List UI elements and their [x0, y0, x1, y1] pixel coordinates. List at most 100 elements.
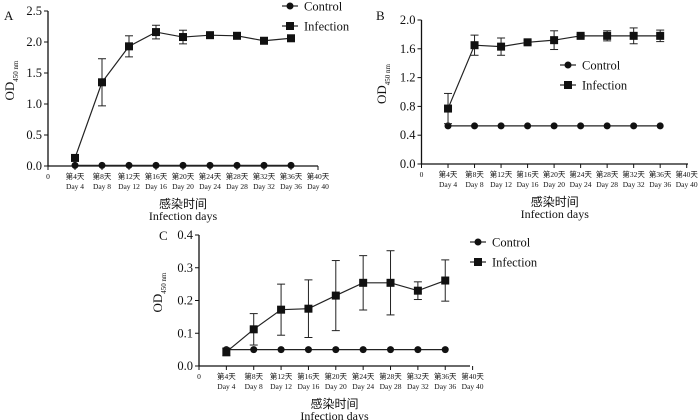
- x-tick-label: Day 24: [352, 382, 374, 391]
- y-axis-label-main: OD: [2, 82, 17, 101]
- x-tick-label: Day 8: [465, 180, 483, 189]
- data-point-square: [152, 28, 160, 37]
- data-point-square: [260, 36, 268, 45]
- x-tick-label: 第36天: [280, 171, 303, 181]
- y-tick-label: 0.8: [400, 99, 416, 113]
- x-tick-label: 0: [420, 170, 424, 179]
- y-tick-label: 0.0: [26, 159, 42, 173]
- y-tick-label: 1.0: [26, 97, 42, 111]
- series-infection: [444, 27, 665, 125]
- data-point-square: [550, 36, 559, 45]
- data-point-square: [287, 34, 295, 43]
- x-tick-label: Day 12: [118, 182, 140, 191]
- x-tick-label: Day 28: [226, 182, 248, 191]
- x-tick-label: 第32天: [253, 171, 276, 181]
- x-axis-label: Infection days: [149, 209, 218, 223]
- data-point-circle: [332, 346, 340, 354]
- y-tick-label: 0.0: [400, 157, 416, 171]
- data-point-square: [386, 278, 395, 287]
- data-point-circle: [471, 122, 479, 130]
- x-tick-label: 第36天: [649, 169, 672, 179]
- data-point-square: [470, 41, 479, 50]
- x-tick-label: Day 20: [325, 382, 347, 391]
- legend-label: Control: [492, 236, 531, 250]
- x-tick-label: 第40天: [307, 171, 330, 181]
- data-point-circle: [287, 161, 295, 169]
- panel-label: A: [4, 8, 14, 23]
- y-tick-label: 0.2: [177, 294, 193, 308]
- x-tick-label: Day 36: [280, 182, 302, 191]
- x-tick-label: Day 40: [307, 182, 329, 191]
- x-tick-label: Day 4: [217, 382, 235, 391]
- data-point-square: [179, 33, 187, 42]
- x-tick-label: 第20天: [172, 171, 195, 181]
- data-point-circle: [524, 122, 532, 130]
- x-tick-label: 第40天: [461, 371, 484, 381]
- legend-square-icon: [286, 22, 294, 30]
- x-tick-label: Day 20: [543, 180, 565, 189]
- x-tick-label: Day 16: [145, 182, 167, 191]
- series-control: [71, 161, 295, 169]
- data-point-square: [497, 42, 506, 51]
- x-tick-label: Day 20: [172, 182, 194, 191]
- data-point-square: [413, 286, 422, 295]
- legend-label: Control: [582, 59, 621, 73]
- y-tick-label: 2.0: [400, 13, 416, 27]
- x-tick-label: Day 36: [649, 180, 671, 189]
- x-tick-label: Day 40: [676, 180, 698, 189]
- data-point-square: [304, 304, 313, 313]
- data-point-square: [603, 31, 612, 40]
- x-tick-label: 第16天: [297, 371, 320, 381]
- data-point-circle: [98, 161, 106, 169]
- x-tick-label: Day 16: [298, 382, 320, 391]
- series-infection: [71, 24, 295, 162]
- x-tick-label: Day 28: [380, 382, 402, 391]
- x-tick-label: Day 4: [66, 182, 84, 191]
- data-point-circle: [304, 346, 312, 354]
- data-point-circle: [277, 346, 285, 354]
- data-point-square: [206, 31, 214, 40]
- x-tick-label: 第16天: [145, 171, 168, 181]
- data-point-circle: [71, 161, 79, 169]
- legend-circle-icon: [474, 238, 482, 246]
- x-tick-label: 第24天: [352, 371, 375, 381]
- series-control: [222, 346, 449, 354]
- data-point-circle: [414, 346, 422, 354]
- x-tick-label: 第32天: [407, 371, 430, 381]
- y-tick-label: 0.4: [400, 128, 416, 142]
- legend-square-icon: [474, 258, 482, 266]
- series-infection: [222, 250, 450, 357]
- x-tick-label: Day 8: [245, 382, 263, 391]
- y-axis-label-subscript: 450 nm: [12, 60, 20, 82]
- legend-square-icon: [564, 81, 572, 89]
- data-point-circle: [577, 122, 585, 130]
- y-tick-label: 0.0: [177, 359, 193, 373]
- x-tick-label: Day 40: [462, 382, 484, 391]
- data-point-circle: [250, 346, 258, 354]
- x-tick-label: Day 12: [490, 180, 512, 189]
- data-point-circle: [359, 346, 367, 354]
- x-axis-label: 感染时间: [310, 396, 358, 411]
- x-axis-label: 感染时间: [159, 196, 207, 211]
- x-tick-label: Day 12: [270, 382, 292, 391]
- y-axis-label: OD450 nm: [374, 63, 392, 104]
- data-point-circle: [630, 122, 638, 130]
- y-axis-label-main: OD: [150, 294, 165, 313]
- data-point-square: [249, 325, 258, 334]
- y-axis-label-main: OD: [374, 85, 389, 104]
- y-tick-label: 2.5: [26, 4, 42, 18]
- legend-circle-icon: [286, 2, 294, 10]
- x-tick-label: 第28天: [226, 171, 249, 181]
- x-tick-label: 第36天: [434, 371, 457, 381]
- data-point-circle: [603, 122, 611, 130]
- data-point-square: [629, 31, 638, 40]
- x-tick-label: 第28天: [596, 169, 619, 179]
- data-point-square: [444, 104, 453, 113]
- y-axis-label-subscript: 450 nm: [384, 63, 392, 85]
- y-tick-label: 0.3: [177, 261, 193, 275]
- y-tick-label: 1.6: [400, 42, 416, 56]
- data-point-circle: [152, 161, 160, 169]
